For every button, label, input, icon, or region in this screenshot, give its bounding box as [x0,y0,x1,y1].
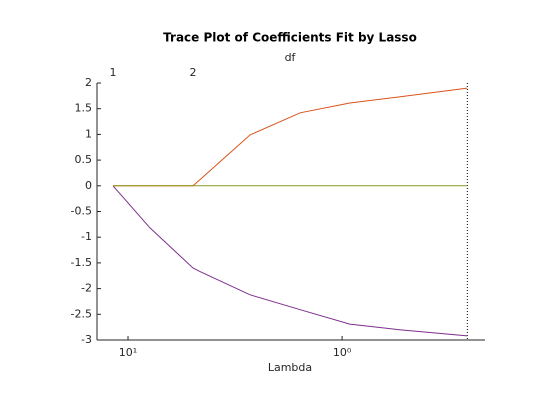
y-tick-label: 1.5 [75,102,93,115]
top-tick-label: 2 [190,66,197,79]
chart-title: Trace Plot of Coefficients Fit by Lasso [163,31,417,45]
x-axis-label: Lambda [268,361,312,374]
y-tick-label: -2.5 [71,307,92,320]
top-tick-label: 1 [110,66,117,79]
y-tick-label: 1 [85,127,92,140]
x-tick-label: 10¹ [119,346,137,359]
x-tick-label: 10⁰ [333,346,352,359]
y-tick-label: -1.5 [71,256,92,269]
y-tick-label: -3 [81,333,92,346]
top-axis-label: df [285,51,297,64]
y-tick-label: 0 [85,179,92,192]
y-tick-label: -0.5 [71,205,92,218]
y-tick-label: 2 [85,76,92,89]
y-tick-label: 0.5 [75,153,93,166]
series-line [112,185,468,337]
y-tick-label: -1 [81,230,92,243]
y-tick-label: -2 [81,282,92,295]
